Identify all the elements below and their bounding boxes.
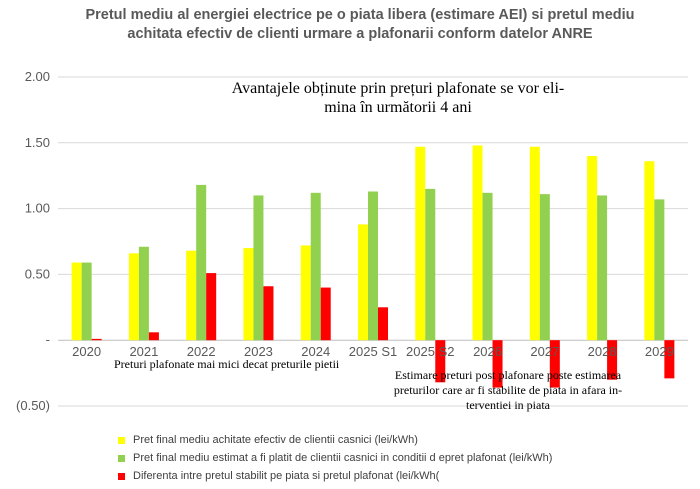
y-tick-label: -: [46, 332, 50, 347]
legend-item-difference: Diferenta intre pretul stabilit pe piata…: [118, 467, 552, 485]
bar-capped-2026: [482, 192, 493, 341]
bar-capped-2028: [597, 195, 608, 341]
x-tick-label: 2025 S2: [406, 344, 454, 359]
bar-paid-2020: [71, 262, 82, 341]
x-tick-label: 2028: [588, 344, 617, 359]
y-tick-label: (0.50): [16, 398, 50, 413]
x-tick-label: 2022: [187, 344, 216, 359]
y-tick-label: 1.50: [25, 135, 50, 150]
bar-difference-2026: [492, 340, 503, 388]
annotation-post-cap-line2: preturilor care ar fi stabilite de piata…: [394, 383, 622, 397]
legend-swatch-green: [118, 454, 125, 462]
bar-difference-2028: [607, 340, 618, 380]
legend-label: Diferenta intre pretul stabilit pe piata…: [133, 470, 440, 482]
x-tick-label: 2027: [530, 344, 559, 359]
bar-capped-2020: [81, 262, 92, 341]
x-tick-label: 2025 S1: [349, 344, 397, 359]
chart-title: Pretul mediu al energiei electrice pe o …: [85, 7, 635, 42]
bar-paid-2025-S2: [415, 146, 426, 341]
annotation-post-cap-line1: Estimare preturi post plafonare poste es…: [395, 368, 622, 382]
bar-capped-2022: [196, 184, 207, 341]
bar-difference-2025-S1: [378, 307, 388, 341]
bar-paid-2023: [243, 248, 254, 341]
bar-capped-2027: [539, 194, 550, 341]
bar-paid-2024: [300, 245, 311, 341]
legend-swatch-red: [118, 472, 125, 480]
bar-capped-2024: [310, 192, 321, 341]
annotation-headline-line2: mina în următorii 4 ani: [324, 99, 472, 116]
x-tick-label: 2020: [72, 344, 101, 359]
bar-paid-2021: [128, 253, 139, 341]
bar-capped-2025-S1: [368, 191, 378, 341]
bar-difference-2021: [148, 332, 159, 341]
legend-item-paid-price: Pret final mediu achitate efectiv de cli…: [118, 431, 552, 449]
x-tick-label: 2023: [244, 344, 273, 359]
bar-paid-2029: [644, 161, 655, 341]
bar-capped-2029: [654, 199, 665, 341]
annotation-post-cap-line3: terventiei in piata: [466, 398, 551, 412]
y-tick-label: 0.50: [25, 266, 50, 281]
bar-capped-2023: [253, 195, 264, 341]
legend-swatch-yellow: [118, 436, 125, 444]
y-tick-label: 1.00: [25, 201, 50, 216]
bar-difference-2025-S2: [435, 340, 446, 383]
annotation-headline-line1: Avantajele obținute prin prețuri plafona…: [232, 80, 564, 97]
bar-difference-2024: [320, 287, 331, 341]
bar-capped-2021: [138, 246, 149, 341]
legend-item-capped-price: Pret final mediu estimat a fi platit de …: [118, 449, 552, 467]
x-tick-label: 2021: [129, 344, 158, 359]
bar-paid-2027: [529, 146, 540, 341]
legend-label: Pret final mediu estimat a fi platit de …: [133, 452, 553, 464]
bar-difference-2027: [549, 340, 560, 388]
x-tick-label: 2029: [645, 344, 674, 359]
bar-difference-2029: [664, 340, 675, 379]
chart-legend: Pret final mediu achitate efectiv de cli…: [118, 431, 552, 485]
bar-paid-2022: [186, 250, 197, 341]
bar-paid-2025-S1: [358, 224, 368, 341]
x-tick-label: 2024: [301, 344, 330, 359]
bar-capped-2025-S2: [425, 188, 436, 341]
annotation-capped-prices: Preturi plafonate mai mici decat preturi…: [114, 357, 340, 371]
bar-difference-2023: [263, 286, 274, 341]
x-tick-label: 2026: [473, 344, 502, 359]
y-tick-label: 2.00: [25, 69, 50, 84]
legend-label: Pret final mediu achitate efectiv de cli…: [133, 434, 418, 446]
bar-paid-2026: [472, 145, 483, 341]
bar-difference-2022: [206, 273, 217, 341]
bar-paid-2028: [587, 155, 598, 341]
bar-difference-2020: [91, 338, 102, 341]
